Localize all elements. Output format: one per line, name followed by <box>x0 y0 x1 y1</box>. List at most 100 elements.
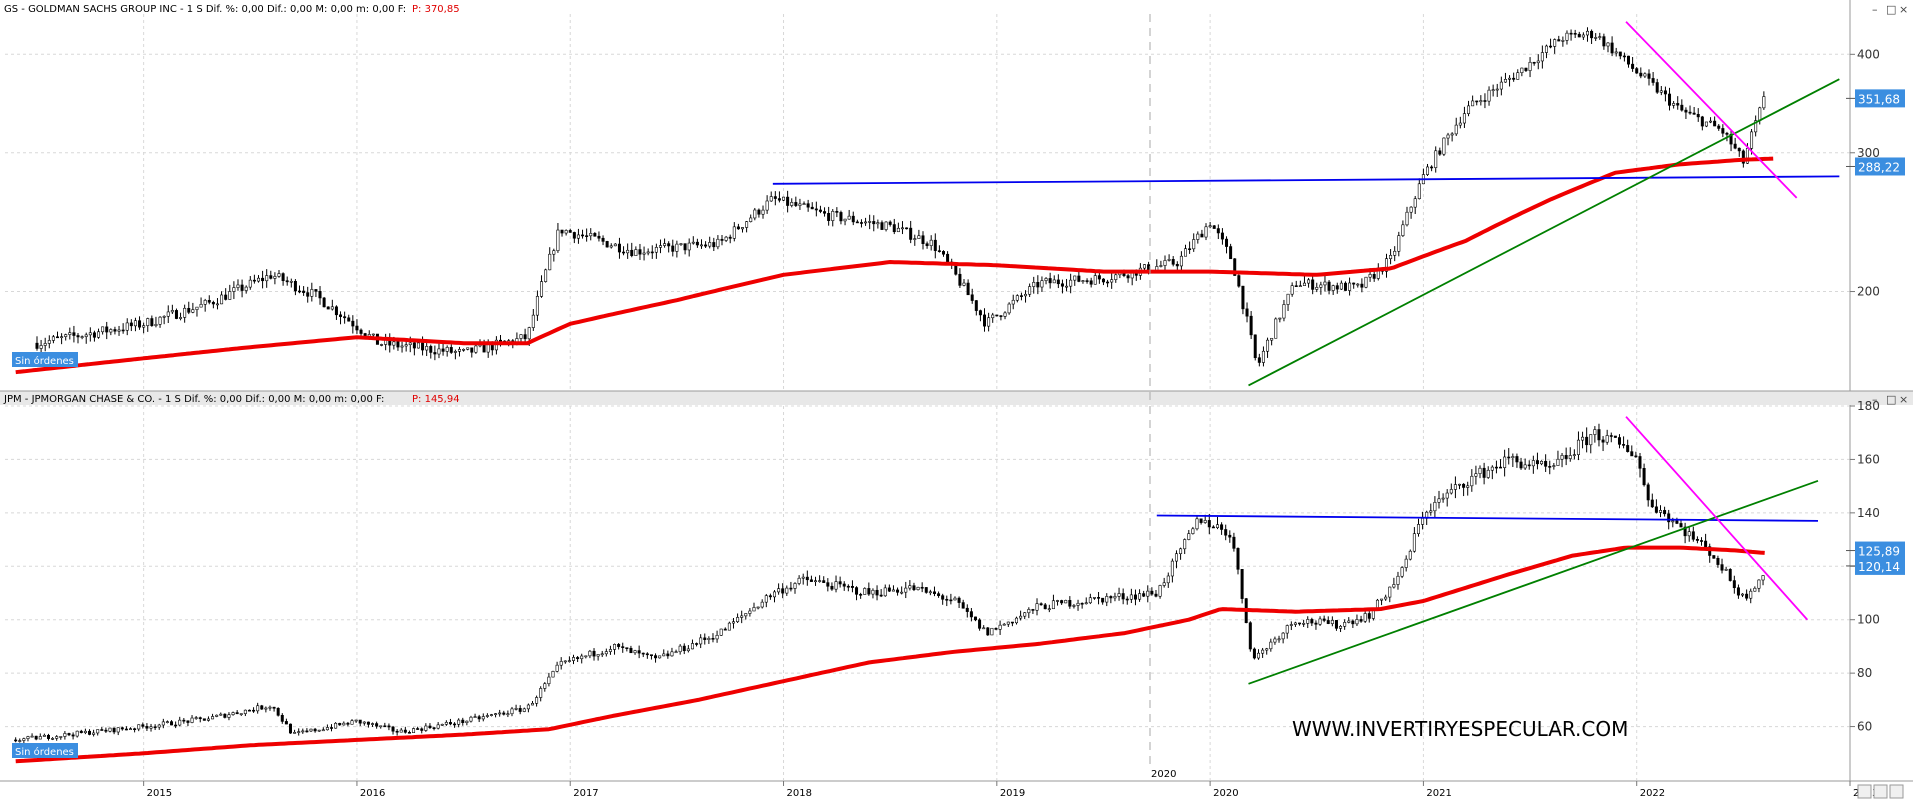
candle-body <box>1421 518 1425 525</box>
candle-body <box>1368 274 1372 278</box>
candle-body <box>1606 42 1610 47</box>
minimize-icon[interactable]: – <box>1872 393 1878 406</box>
candle-body <box>850 585 854 588</box>
candle-body <box>1396 575 1400 585</box>
candle-body <box>1479 100 1483 103</box>
candle-body <box>457 719 461 725</box>
trend-line[interactable] <box>772 175 1840 185</box>
candle-body <box>1348 282 1352 291</box>
candle-body <box>1093 275 1097 285</box>
candle-body <box>1289 624 1293 626</box>
candle-body <box>416 342 420 349</box>
candle-body <box>1215 524 1219 528</box>
x-tick-label: 2017 <box>573 788 598 799</box>
x-tick-label: 2022 <box>1640 788 1665 799</box>
candle-body <box>1523 464 1527 469</box>
candle-body <box>199 304 203 308</box>
candle-body <box>544 269 548 282</box>
candle-body <box>1106 281 1110 284</box>
candle-body <box>564 230 568 234</box>
candle-body <box>1228 534 1232 538</box>
gs-orders-badge[interactable] <box>12 352 78 367</box>
candle-body <box>240 284 244 291</box>
minimize-icon[interactable]: – <box>1872 3 1878 16</box>
candle-body <box>823 211 827 214</box>
candle-body <box>1335 285 1339 290</box>
candle-body <box>793 583 797 589</box>
gs-header-text: GS - GOLDMAN SACHS GROUP INC - 1 S Dif. … <box>4 4 406 15</box>
candle-body <box>1594 37 1598 39</box>
candle-body <box>535 296 539 316</box>
candle-body <box>87 730 91 735</box>
candle-body <box>749 217 753 222</box>
candle-body <box>740 615 744 618</box>
candle-body <box>1687 531 1691 537</box>
candle-body <box>298 290 302 293</box>
close-icon[interactable]: × <box>1899 393 1908 406</box>
candle-body <box>63 733 67 737</box>
candle-body <box>662 653 666 657</box>
candle-body <box>670 651 674 657</box>
candle-body <box>34 735 38 740</box>
candle-body <box>617 243 621 253</box>
candle-body <box>1737 147 1741 152</box>
candle-body <box>108 727 112 732</box>
price-tag <box>1855 541 1905 560</box>
candle-body <box>1617 437 1621 445</box>
maximize-icon[interactable]: □ <box>1886 3 1896 16</box>
candle-body <box>1429 510 1433 513</box>
candle-body <box>499 339 503 342</box>
trend-line[interactable] <box>1248 78 1840 387</box>
candle-body <box>1323 281 1327 286</box>
maximize-icon[interactable]: □ <box>1886 393 1896 406</box>
candle-body <box>166 311 170 317</box>
trend-line[interactable] <box>1248 479 1819 685</box>
candle-body <box>1092 597 1096 599</box>
x-tick-label: 2021 <box>1426 788 1451 799</box>
candle-body <box>937 593 941 596</box>
candle-body <box>351 320 355 327</box>
candle-body <box>760 601 764 608</box>
candle-body <box>1065 285 1069 288</box>
y-tick-label: 140 <box>1857 506 1880 520</box>
candle-body <box>609 245 613 248</box>
candle-body <box>1343 282 1347 291</box>
gs-orders-label: Sin órdenes <box>15 355 74 367</box>
candle-body <box>1430 166 1434 169</box>
candle-body <box>482 344 486 353</box>
close-icon[interactable]: × <box>1899 3 1908 16</box>
candle-body <box>346 722 350 725</box>
scroll-left-button[interactable] <box>1857 784 1872 799</box>
candle-body <box>983 314 987 327</box>
candle-body <box>900 591 904 594</box>
candle-body <box>1441 497 1445 500</box>
candle-body <box>343 316 347 319</box>
candle-body <box>801 576 805 579</box>
candle-body <box>403 729 407 733</box>
candle-body <box>26 736 30 739</box>
candle-body <box>1171 259 1175 265</box>
candle-body <box>1200 233 1204 238</box>
candle-body <box>1265 648 1269 651</box>
candle-body <box>1499 466 1503 469</box>
candle-body <box>109 329 113 333</box>
candle-body <box>1355 619 1359 625</box>
scroll-middle-button[interactable] <box>1873 784 1888 799</box>
candle-body <box>1442 137 1446 155</box>
candle-body <box>732 226 736 239</box>
candle-body <box>748 610 752 614</box>
candle-body <box>1216 228 1220 234</box>
trend-line[interactable] <box>1625 21 1798 199</box>
candle-body <box>244 286 248 291</box>
candle-body <box>741 227 745 230</box>
candle-body <box>974 300 978 311</box>
scroll-right-button[interactable] <box>1889 784 1904 799</box>
candle-body <box>933 239 937 251</box>
jpm-orders-badge[interactable] <box>12 743 78 758</box>
candle-body <box>1097 275 1101 280</box>
candle-body <box>1154 593 1158 597</box>
candle-body <box>663 243 667 246</box>
trend-line[interactable] <box>1625 416 1809 621</box>
candle-body <box>892 224 896 233</box>
